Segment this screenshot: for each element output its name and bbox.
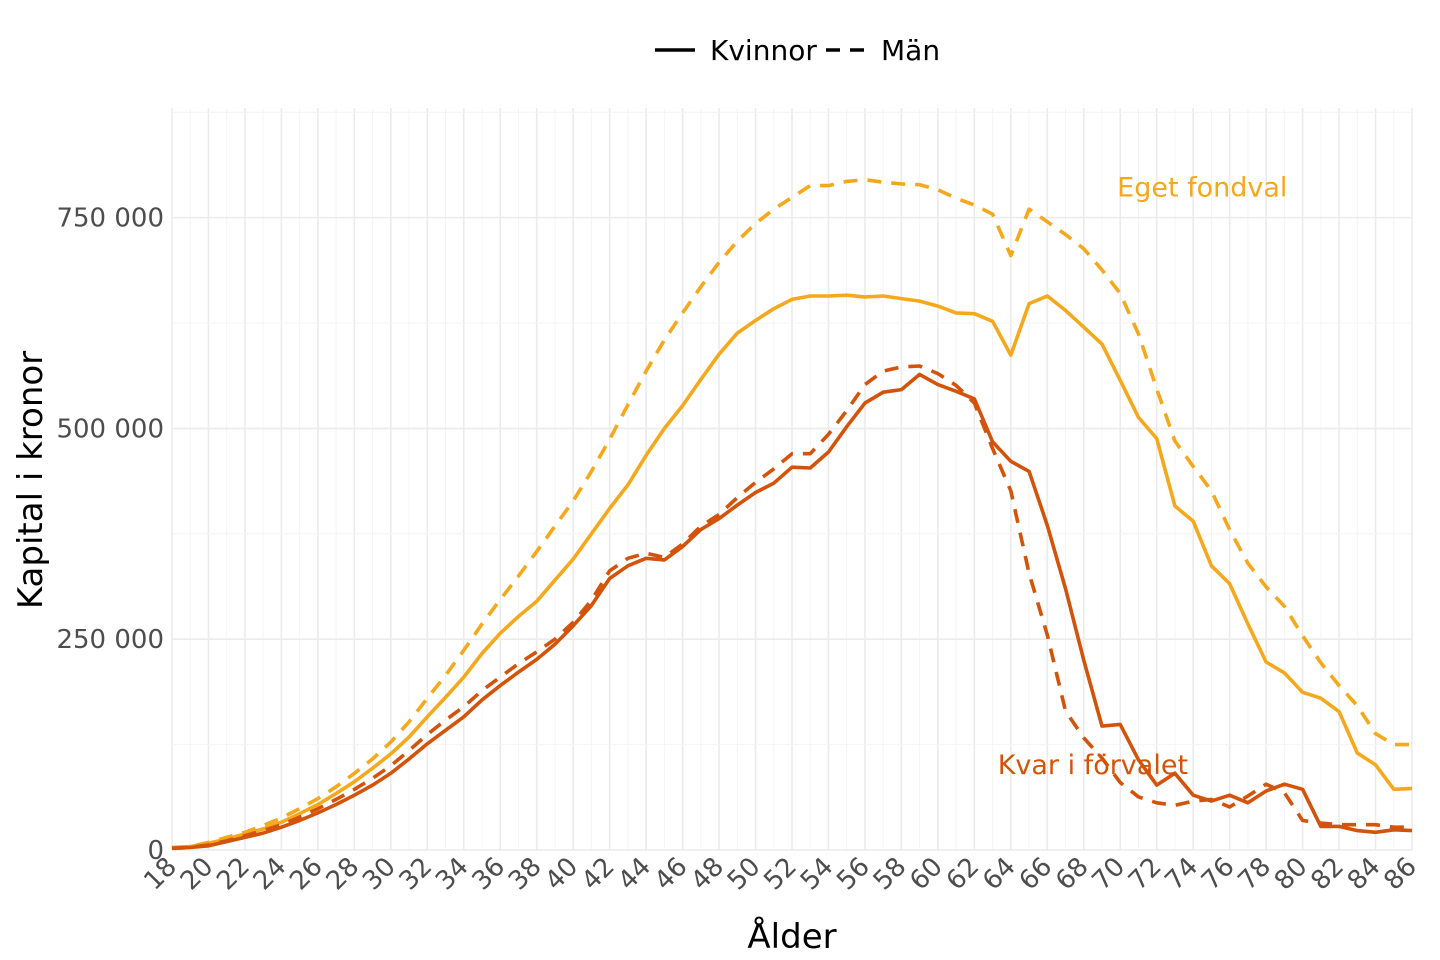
y-axis-title: Kapital i kronor: [11, 351, 51, 609]
x-axis-title: Ålder: [747, 916, 836, 957]
y-tick-label: 750 000: [56, 204, 164, 234]
series-line-eget-fondval-m-n: [171, 177, 1412, 850]
annotation-label: Kvar i förvalet: [998, 750, 1188, 781]
series-line-kvar-i-f-rvalet-m-n: [171, 364, 1412, 851]
legend-label: Män: [881, 34, 940, 67]
legend: Kvinnor Män: [655, 34, 940, 67]
y-tick-label: 0: [147, 836, 164, 866]
y-tick-label: 250 000: [56, 625, 164, 655]
series-group: [171, 177, 1413, 851]
y-axis-ticks: 0 250 000 500 000 750 000: [56, 204, 164, 866]
annotations: Eget fondval Kvar i förvalet: [998, 173, 1288, 782]
annotation-label: Eget fondval: [1117, 173, 1287, 204]
grid: [171, 108, 1413, 851]
series-line-eget-fondval-kvinnor: [171, 293, 1413, 850]
legend-label: Kvinnor: [710, 34, 817, 67]
y-tick-label: 500 000: [56, 414, 164, 444]
